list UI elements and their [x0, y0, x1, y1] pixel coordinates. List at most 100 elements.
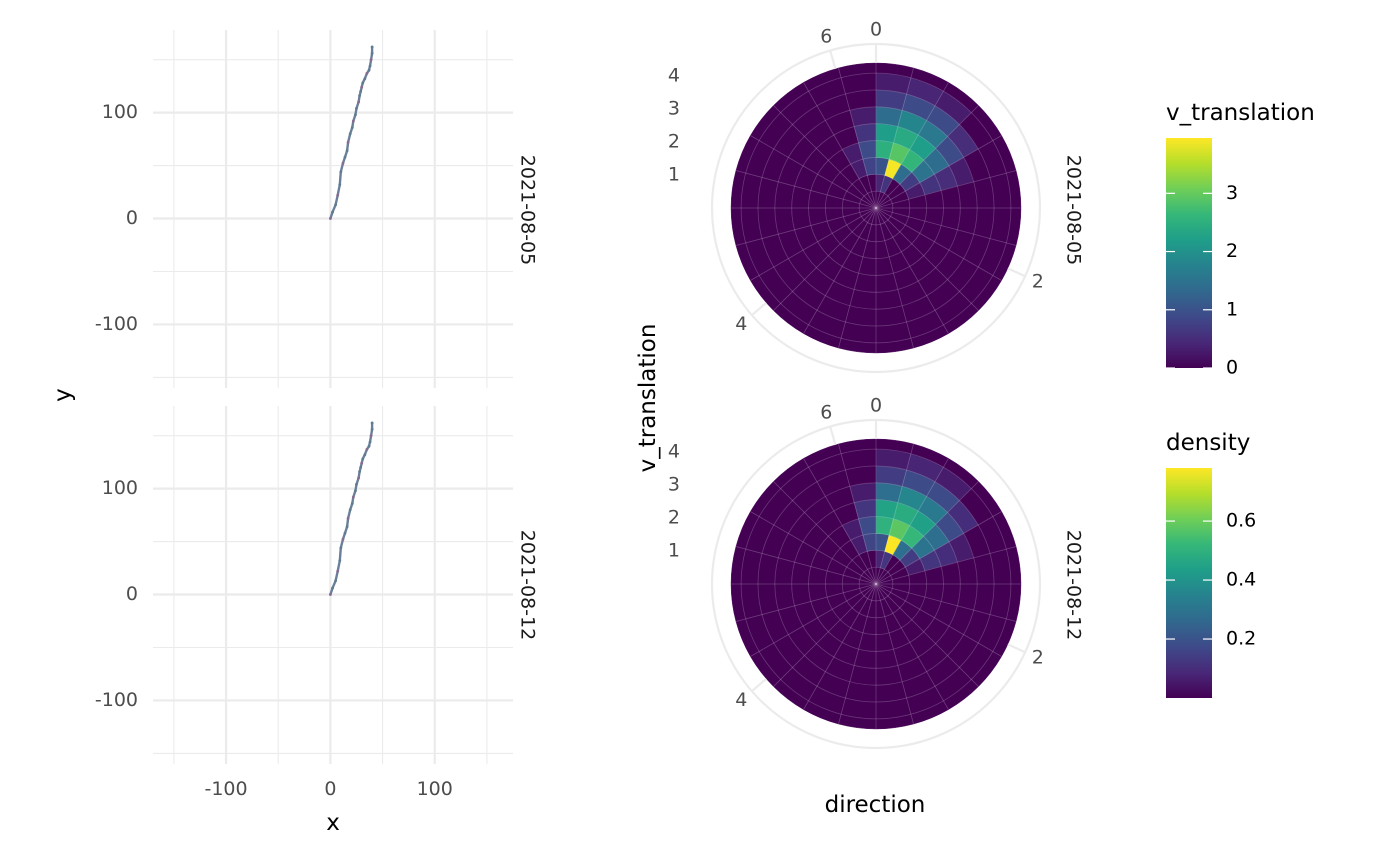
polar-spoke	[875, 207, 949, 334]
polar-spoke	[875, 481, 979, 585]
facet-strip-label: 2021-08-05	[517, 155, 539, 265]
polar-ring	[774, 482, 978, 686]
polar-ring	[841, 549, 911, 619]
polar-panel-2021-08-12: 0 2 4 6 1 2 3 4 2021-08-12	[668, 395, 1085, 750]
r-tick-label: 2	[668, 507, 680, 529]
trajectory-point	[370, 427, 374, 431]
trajectory-point	[341, 162, 345, 165]
polar-spoke	[803, 583, 877, 710]
polar-ring	[791, 123, 961, 293]
polar-major-spoke	[1007, 643, 1026, 654]
trajectory-point	[350, 126, 354, 129]
polar-ring	[774, 106, 978, 310]
polar-spoke	[875, 207, 979, 311]
legend-v-translation: v_translation 0 1 2 3	[1166, 100, 1315, 379]
y-tick-label: -100	[95, 689, 138, 711]
polar-spoke	[750, 511, 877, 585]
colorbar-tick-label: 0.4	[1226, 569, 1256, 591]
facet-strip-label: 2021-08-12	[1063, 530, 1085, 640]
polar-spoke	[838, 207, 877, 349]
colorbar-tick-label: 0.2	[1226, 628, 1256, 650]
polar-ring	[791, 499, 961, 669]
trajectory-point	[343, 531, 347, 535]
polar-y-axis-title: v_translation	[635, 324, 661, 473]
r-tick-label: 1	[668, 164, 680, 186]
polar-major-spoke	[829, 426, 837, 446]
trajectory-point	[339, 546, 343, 550]
trajectory-point	[354, 113, 357, 117]
trajectory-point	[334, 579, 338, 583]
trajectory-point	[355, 482, 358, 486]
trajectory-point	[346, 140, 350, 144]
trajectory-point	[348, 508, 352, 512]
polar-spoke	[875, 67, 914, 209]
theta-tick-label: 0	[870, 19, 882, 41]
trajectory-point	[363, 77, 367, 81]
colorbar-tick-label: 2	[1226, 240, 1238, 262]
polar-spoke	[875, 546, 1017, 585]
polar-spoke	[773, 207, 877, 311]
polar-major-spoke	[751, 677, 767, 693]
trajectory-point	[341, 538, 345, 541]
polar-ring	[858, 190, 894, 226]
polar-spoke	[875, 583, 949, 710]
trajectory-point	[358, 470, 362, 474]
trajectory-point	[328, 217, 332, 220]
trajectory-point	[367, 68, 371, 72]
trajectory-point	[369, 434, 373, 438]
theta-tick-label: 4	[735, 689, 747, 711]
polar-ring	[825, 157, 927, 259]
trajectory-panel-2021-08-05: -100 0 100 2021-08-05	[95, 30, 539, 388]
trajectory-point	[370, 45, 374, 49]
trajectory-point	[363, 453, 367, 457]
trajectory-point	[367, 444, 371, 448]
polar-spoke	[875, 207, 1002, 281]
y-tick-label: 0	[126, 583, 138, 605]
polar-spoke	[875, 82, 949, 209]
trajectory-point	[369, 58, 373, 62]
trajectory-point	[351, 119, 355, 123]
trajectory-point	[338, 559, 342, 563]
facet-strip-label: 2021-08-05	[1063, 155, 1085, 265]
r-tick-label: 1	[668, 540, 680, 562]
polar-spoke	[803, 458, 877, 585]
polar-major-spoke	[829, 50, 837, 70]
trajectory-point	[361, 457, 365, 461]
trajectory-point	[361, 81, 365, 85]
r-tick-label: 4	[668, 65, 680, 87]
trajectory-point	[370, 51, 374, 55]
trajectory-point	[345, 525, 349, 529]
polar-spoke	[735, 583, 877, 622]
trajectory-point	[348, 132, 352, 136]
polar-spoke	[875, 511, 1002, 585]
facet-strip-label: 2021-08-12	[517, 530, 539, 640]
y-tick-label: 100	[102, 101, 138, 123]
polar-ring	[858, 566, 894, 602]
polar-spoke	[838, 67, 877, 209]
trajectory-point	[336, 569, 340, 573]
trajectory-point	[331, 586, 334, 590]
trajectory-point	[360, 85, 364, 89]
trajectory-point	[360, 461, 364, 465]
polar-spoke	[875, 583, 979, 687]
trajectory-point	[365, 448, 369, 451]
trajectory-point	[336, 193, 340, 197]
polar-spoke	[875, 207, 914, 349]
trajectory-point	[370, 421, 374, 425]
polar-major-spoke	[751, 301, 767, 317]
colorbar-tick-label: 1	[1226, 298, 1238, 320]
colorbar-tick-label: 3	[1226, 182, 1238, 204]
x-axis-title: x	[326, 810, 340, 836]
y-tick-label: 0	[126, 207, 138, 229]
theta-tick-label: 4	[735, 313, 747, 335]
theta-tick-label: 6	[820, 402, 832, 424]
polar-spoke	[735, 170, 877, 209]
trajectory-point	[334, 203, 338, 207]
y-tick-label: 100	[102, 477, 138, 499]
polar-spoke	[875, 458, 949, 585]
theta-tick-label: 2	[1032, 271, 1044, 293]
y-axis-title: y	[50, 388, 76, 402]
colorbar-tick-label: 0	[1226, 357, 1238, 379]
legend-title: v_translation	[1166, 100, 1315, 126]
